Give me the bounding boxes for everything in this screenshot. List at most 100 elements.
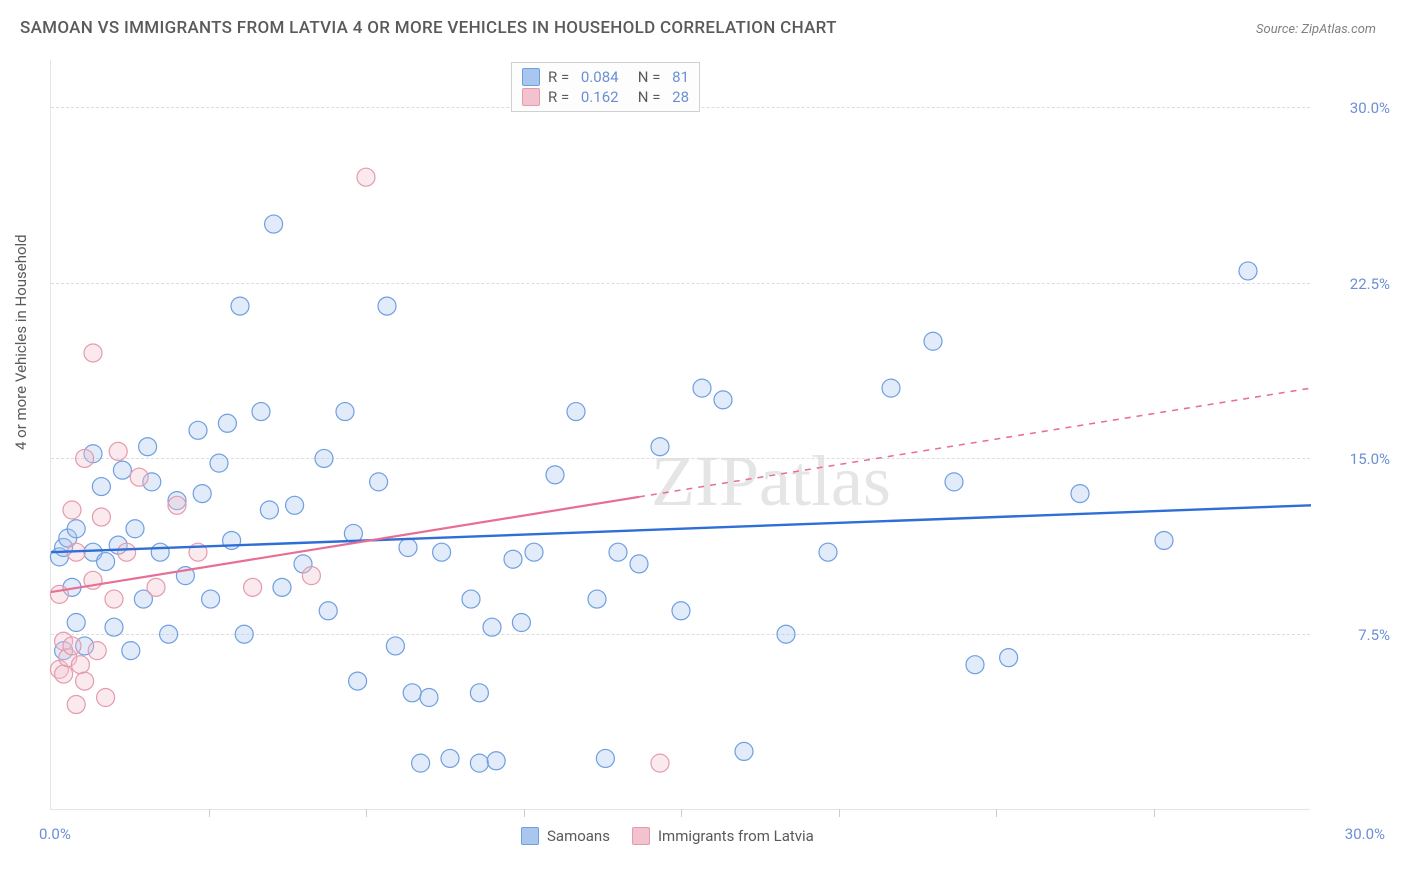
data-point — [420, 689, 438, 707]
data-point — [386, 637, 404, 655]
x-tick — [839, 809, 840, 817]
trend-line — [51, 497, 639, 592]
legend-item-latvia: Immigrants from Latvia — [632, 827, 814, 845]
data-point — [67, 520, 85, 538]
data-point — [109, 442, 127, 460]
data-point — [147, 578, 165, 596]
data-point — [231, 297, 249, 315]
data-point — [252, 403, 270, 421]
data-point — [130, 468, 148, 486]
y-tick-label: 15.0% — [1350, 450, 1390, 468]
data-point — [483, 618, 501, 636]
data-point — [370, 473, 388, 491]
data-point — [88, 642, 106, 660]
data-point — [412, 754, 430, 772]
data-point — [546, 466, 564, 484]
data-point — [349, 672, 367, 690]
data-point — [235, 625, 253, 643]
data-point — [596, 749, 614, 767]
data-point — [63, 501, 81, 519]
data-point — [67, 696, 85, 714]
data-point — [966, 656, 984, 674]
x-max-label: 30.0% — [1345, 825, 1385, 843]
data-point — [286, 496, 304, 514]
data-point — [399, 539, 417, 557]
y-tick-label: 30.0% — [1350, 99, 1390, 117]
swatch-icon — [632, 827, 650, 845]
data-point — [1071, 485, 1089, 503]
data-point — [403, 684, 421, 702]
data-point — [588, 590, 606, 608]
data-point — [193, 485, 211, 503]
data-point — [630, 555, 648, 573]
data-point — [302, 567, 320, 585]
data-point — [609, 543, 627, 561]
data-point — [76, 449, 94, 467]
x-tick — [209, 809, 210, 817]
data-point — [218, 414, 236, 432]
data-point — [336, 403, 354, 421]
data-point — [777, 625, 795, 643]
legend-label: Immigrants from Latvia — [658, 827, 814, 845]
data-point — [512, 614, 530, 632]
trend-line-extrapolated — [639, 388, 1311, 497]
data-point — [819, 543, 837, 561]
data-point — [97, 689, 115, 707]
data-point — [160, 625, 178, 643]
data-point — [924, 332, 942, 350]
x-tick — [681, 809, 682, 817]
legend-label: Samoans — [547, 827, 610, 845]
data-point — [714, 391, 732, 409]
data-point — [735, 742, 753, 760]
data-point — [92, 478, 110, 496]
plot-area: ZIPatlas 7.5%15.0%22.5%30.0% 0.0% 30.0% … — [50, 60, 1310, 810]
data-point — [202, 590, 220, 608]
data-point — [139, 438, 157, 456]
data-point — [63, 637, 81, 655]
x-tick — [366, 809, 367, 817]
data-point — [126, 520, 144, 538]
legend-item-samoans: Samoans — [521, 827, 610, 845]
data-point — [210, 454, 228, 472]
y-axis-label: 4 or more Vehicles in Household — [12, 234, 30, 450]
data-point — [189, 421, 207, 439]
y-tick-label: 7.5% — [1358, 626, 1390, 644]
chart-title: SAMOAN VS IMMIGRANTS FROM LATVIA 4 OR MO… — [20, 18, 837, 38]
data-point — [945, 473, 963, 491]
data-point — [651, 754, 669, 772]
data-point — [1000, 649, 1018, 667]
data-point — [525, 543, 543, 561]
data-point — [118, 543, 136, 561]
data-point — [76, 672, 94, 690]
data-point — [273, 578, 291, 596]
data-point — [433, 543, 451, 561]
data-point — [50, 585, 68, 603]
data-point — [470, 754, 488, 772]
data-point — [693, 379, 711, 397]
series-legend: Samoans Immigrants from Latvia — [521, 827, 814, 845]
x-tick — [1154, 809, 1155, 817]
data-point — [882, 379, 900, 397]
data-point — [265, 215, 283, 233]
data-point — [122, 642, 140, 660]
data-point — [1155, 531, 1173, 549]
x-tick — [524, 809, 525, 817]
data-point — [672, 602, 690, 620]
data-point — [378, 297, 396, 315]
y-tick-label: 22.5% — [1350, 275, 1390, 293]
data-point — [92, 508, 110, 526]
data-point — [168, 496, 186, 514]
data-point — [260, 501, 278, 519]
x-min-label: 0.0% — [39, 825, 71, 843]
data-point — [357, 168, 375, 186]
x-tick — [996, 809, 997, 817]
data-point — [113, 461, 131, 479]
data-point — [470, 684, 488, 702]
data-point — [105, 590, 123, 608]
data-point — [97, 553, 115, 571]
scatter-svg — [51, 60, 1310, 809]
data-point — [319, 602, 337, 620]
data-point — [504, 550, 522, 568]
data-point — [84, 344, 102, 362]
data-point — [105, 618, 123, 636]
